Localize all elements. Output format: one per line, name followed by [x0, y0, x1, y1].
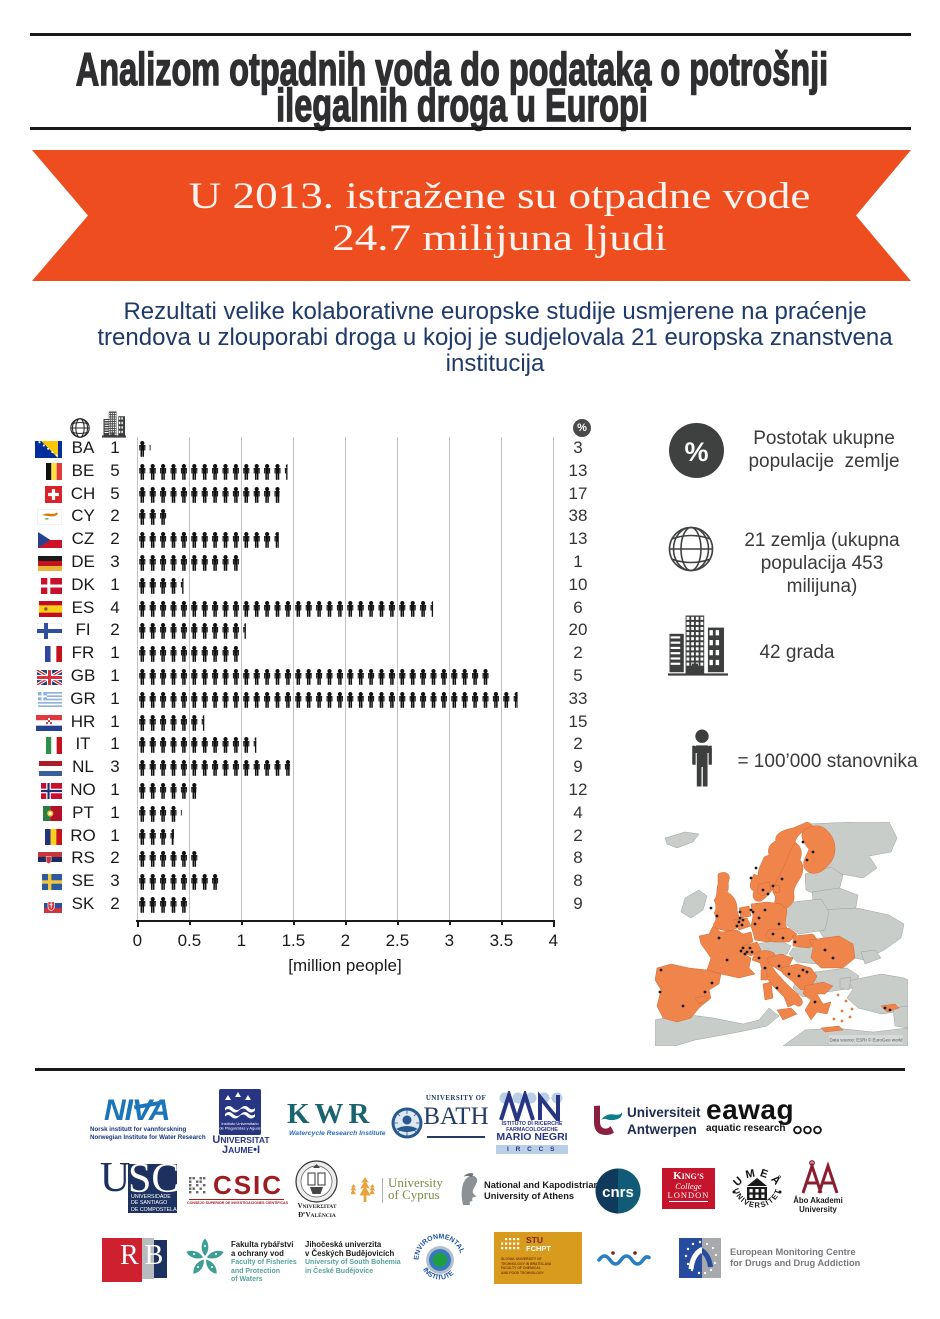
svg-text:UMEÅ: UMEÅ [731, 1167, 786, 1191]
svg-text:de Plaguicidas y Aguas: de Plaguicidas y Aguas [219, 1126, 260, 1131]
svg-text:cnrs: cnrs [602, 1184, 634, 1201]
svg-text:Instituto Universitario: Instituto Universitario [221, 1121, 259, 1126]
svg-text:Data source: ESRI © EuroGeo wo: Data source: ESRI © EuroGeo world [829, 1037, 903, 1043]
